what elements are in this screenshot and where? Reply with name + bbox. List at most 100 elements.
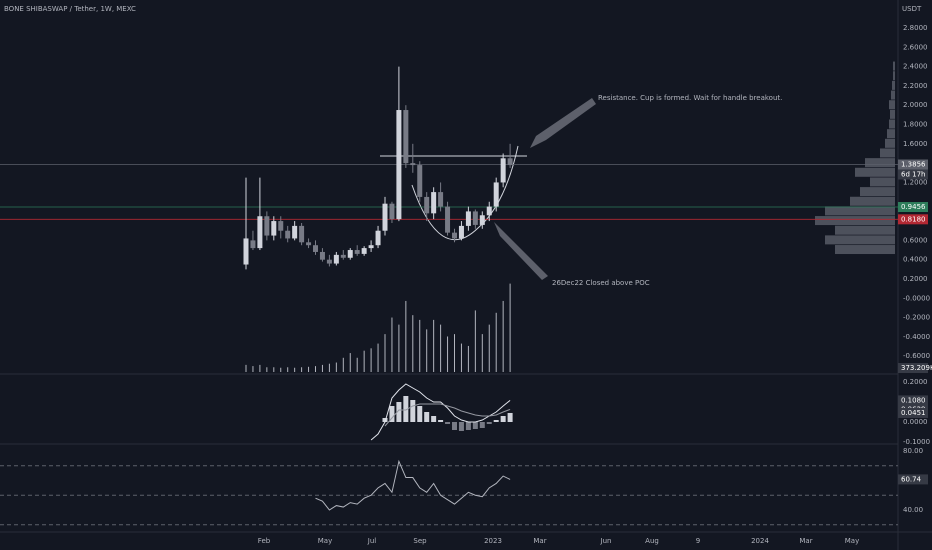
candle-body — [347, 250, 353, 258]
y-tick-label: 80.00 — [903, 447, 923, 455]
candle-body — [375, 230, 381, 246]
countdown: 6d 17h — [901, 171, 925, 179]
candle-body — [417, 165, 423, 197]
candle-body — [257, 216, 263, 249]
x-tick-label: Jul — [367, 537, 377, 545]
volume-profile-bar — [870, 177, 895, 187]
y-tick-label: 2.2000 — [903, 82, 928, 90]
candle-body — [354, 250, 360, 254]
volume-profile-bar — [885, 138, 895, 148]
candle-body — [361, 248, 367, 254]
volume-profile-bar — [891, 90, 895, 100]
candle-body — [264, 216, 270, 236]
macd-histogram — [431, 416, 437, 422]
y-tick-label: 2.6000 — [903, 43, 928, 51]
price-tag — [898, 474, 928, 485]
candle-body — [507, 158, 513, 166]
macd-histogram — [382, 418, 388, 422]
candle-body — [445, 206, 451, 233]
annotation: 26Dec22 Closed above POC — [552, 279, 650, 287]
candle-body — [368, 245, 374, 249]
price-tag-label: 373.209K — [901, 364, 932, 372]
countdown-box — [898, 169, 928, 180]
macd-histogram — [389, 406, 395, 422]
volume-profile-bar — [890, 109, 895, 119]
volume-profile-bar — [889, 119, 895, 129]
y-tick-label: 2.4000 — [903, 63, 928, 71]
y-tick-label: 1.8000 — [903, 121, 928, 129]
macd-histogram — [452, 422, 457, 430]
macd-histogram — [458, 422, 464, 431]
volume-profile-bar — [893, 71, 895, 81]
price-tag — [898, 363, 928, 373]
candle-body — [243, 238, 249, 265]
annotation: Resistance. Cup is formed. Wait for hand… — [598, 94, 782, 102]
candle-body — [250, 240, 256, 249]
candle-body — [285, 230, 291, 239]
y-tick-label: -0.0000 — [903, 294, 930, 302]
x-tick-label: Aug — [645, 537, 659, 545]
candle-body — [424, 196, 430, 214]
volume-profile-bar — [825, 235, 895, 245]
volume-profile-bar — [880, 148, 895, 158]
candle-body — [299, 225, 305, 243]
y-tick-label: 0.4000 — [903, 256, 928, 264]
y-tick-label: 0.6000 — [903, 236, 928, 244]
volume-profile-bar — [893, 61, 895, 71]
candle-body — [403, 110, 409, 164]
y-tick-label: 40.00 — [903, 506, 923, 514]
y-tick-label: 0.2000 — [903, 275, 928, 283]
arrow — [530, 98, 596, 148]
y-tick-label: -0.4000 — [903, 333, 930, 341]
candle-body — [452, 232, 457, 239]
candle-body — [438, 192, 444, 207]
candle-body — [326, 259, 332, 264]
candle-body — [486, 206, 492, 216]
macd-line — [370, 383, 511, 441]
macd-histogram — [479, 422, 485, 428]
macd-histogram — [445, 422, 451, 424]
y-tick-label: 0.2000 — [903, 378, 928, 386]
price-tag — [898, 159, 928, 170]
y-tick-label: -0.2000 — [903, 314, 930, 322]
candle-body — [431, 192, 437, 214]
candle-body — [479, 215, 485, 225]
macd-histogram — [403, 396, 409, 422]
candle-body — [500, 158, 506, 183]
candle-body — [458, 225, 464, 239]
currency: USDT — [902, 5, 922, 13]
x-tick-label: Feb — [258, 537, 271, 545]
volume-profile-bar — [825, 206, 895, 216]
candle-body — [472, 211, 478, 225]
price-tag-label: 0.0451 — [901, 409, 926, 417]
cup-curve — [411, 145, 519, 240]
volume-profile-bar — [887, 129, 895, 139]
candle-body — [382, 203, 388, 231]
volume-profile-bar — [835, 245, 895, 255]
arrow — [494, 222, 548, 280]
candle-body — [410, 163, 416, 166]
rsi-line — [315, 459, 511, 511]
candle-body — [493, 182, 499, 207]
y-tick-label: 1.2000 — [903, 178, 928, 186]
volume-profile-bar — [850, 196, 895, 206]
price-tag-label: 0.1080 — [901, 396, 926, 404]
candle-body — [292, 225, 298, 239]
y-tick-label: 2.8000 — [903, 24, 928, 32]
candle-body — [340, 254, 346, 258]
x-tick-label: Sep — [413, 537, 427, 545]
x-tick-label: 9 — [696, 537, 700, 545]
y-tick-label: -0.6000 — [903, 352, 930, 360]
volume-profile-bar — [855, 167, 895, 177]
price-tag-label: 0.8180 — [901, 215, 926, 223]
volume-profile-bar — [835, 225, 895, 235]
candle-body — [271, 221, 277, 236]
price-tag — [898, 407, 928, 418]
macd-histogram — [410, 400, 416, 422]
chart-title: BONE SHIBASWAP / Tether, 1W, MEXC — [4, 5, 136, 13]
x-tick-label: May — [318, 537, 332, 545]
candle-body — [319, 251, 325, 260]
x-tick-label: 2024 — [751, 537, 769, 545]
candle-body — [313, 245, 318, 252]
